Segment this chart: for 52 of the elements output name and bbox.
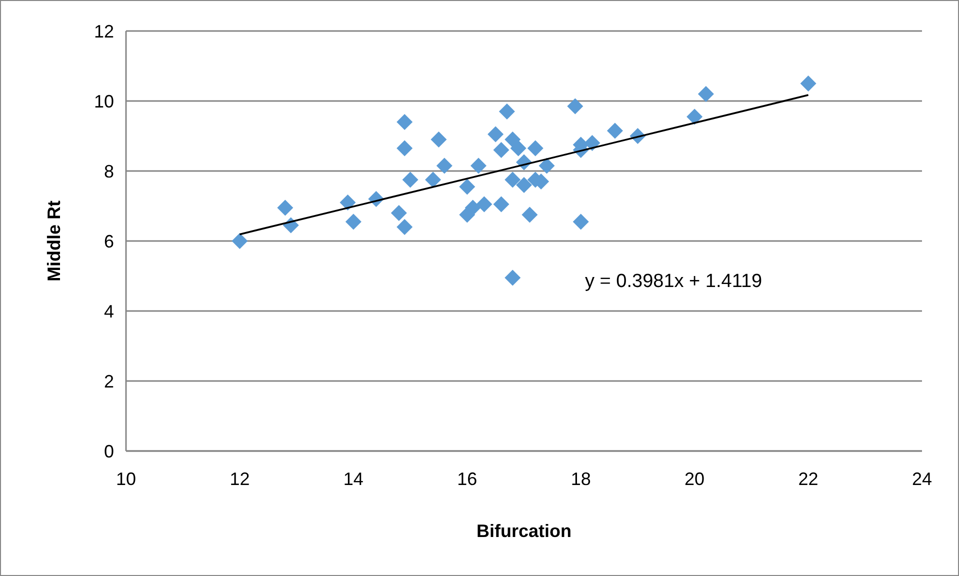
point: [527, 140, 544, 156]
y-tick-label: 0: [104, 441, 114, 462]
point: [425, 172, 442, 188]
point: [470, 158, 487, 174]
y-tick-label: 2: [104, 371, 114, 392]
x-tick-label: 24: [912, 469, 932, 489]
y-tick-label: 10: [94, 91, 114, 112]
x-tick-label: 12: [230, 469, 250, 489]
point: [698, 86, 714, 102]
y-tick-label: 12: [94, 21, 114, 42]
y-tick-label: 8: [104, 161, 114, 182]
x-axis-title: Bifurcation: [476, 521, 572, 541]
point: [538, 158, 555, 174]
point: [340, 194, 356, 210]
point: [498, 104, 515, 120]
annotation: y = 0.3981x + 1.4119: [585, 271, 762, 292]
point: [522, 206, 538, 223]
x-tick-label: 16: [457, 469, 478, 489]
point: [504, 172, 521, 188]
y-axis-title: Middle Rt: [44, 200, 64, 282]
point: [686, 108, 703, 125]
point: [504, 270, 521, 286]
point: [436, 158, 452, 174]
x-tick-label: 18: [570, 469, 591, 489]
x-tick-label: 14: [343, 469, 364, 489]
point: [493, 196, 510, 212]
point: [396, 219, 413, 235]
point: [390, 205, 407, 221]
point: [277, 200, 294, 216]
point: [396, 140, 413, 156]
point: [584, 135, 600, 151]
point: [476, 196, 492, 212]
y-tick-label: 6: [104, 231, 114, 252]
point: [516, 177, 532, 193]
x-tick-label: 22: [798, 469, 818, 489]
point: [345, 214, 362, 230]
x-tick-label: 20: [684, 469, 705, 489]
point: [493, 142, 510, 158]
point: [232, 233, 248, 249]
point: [800, 76, 816, 92]
point: [510, 140, 526, 156]
point: [402, 172, 418, 188]
point: [396, 114, 413, 130]
y-tick-label: 4: [104, 301, 114, 322]
point: [488, 126, 504, 142]
point: [459, 178, 476, 195]
point: [464, 200, 481, 216]
point: [572, 214, 589, 230]
point: [606, 122, 623, 139]
point: [504, 132, 521, 148]
point: [567, 98, 584, 114]
point: [430, 132, 447, 148]
